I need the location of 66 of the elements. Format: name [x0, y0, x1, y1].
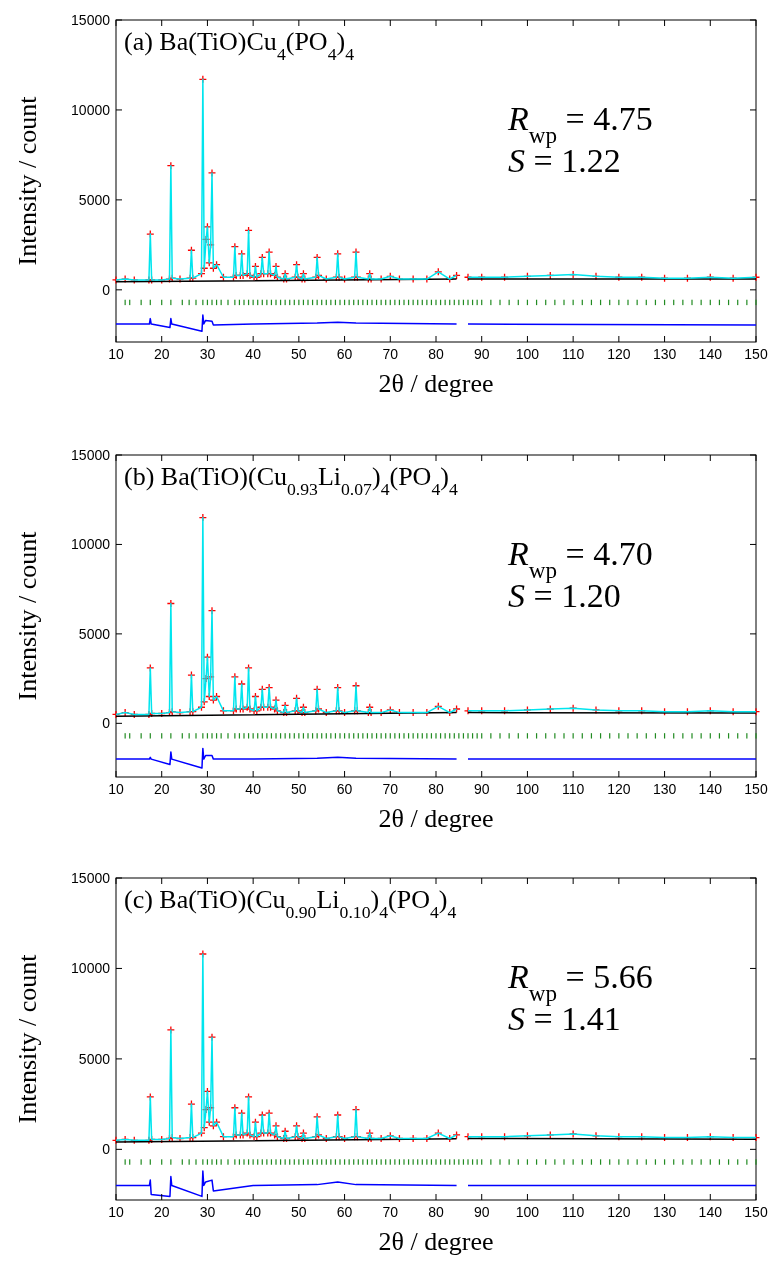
- y-tick-label: 10000: [71, 960, 111, 977]
- x-tick-label: 30: [199, 346, 216, 362]
- x-tick-label: 10: [108, 346, 124, 362]
- chart-title: (a) Ba(TiO)Cu$_{4}$(PO$_{4}$)$_{4}$: [124, 27, 355, 64]
- x-tick-label: 100: [515, 346, 540, 362]
- x-tick-label: 80: [428, 1204, 444, 1220]
- y-tick-label: 5000: [78, 1050, 111, 1067]
- x-tick-label: 120: [607, 1204, 631, 1220]
- x-tick-label: 110: [561, 346, 585, 362]
- y-tick-label: 15000: [71, 447, 111, 463]
- x-axis-title: 2θ / degree: [378, 1227, 494, 1256]
- x-tick-label: 140: [698, 346, 723, 362]
- x-tick-label: 100: [515, 781, 540, 797]
- x-tick-label: 150: [744, 781, 768, 797]
- x-tick-label: 130: [652, 346, 677, 362]
- x-tick-label: 60: [336, 1204, 353, 1220]
- y-axis-title: Intensity / count: [13, 95, 42, 266]
- x-tick-label: 60: [336, 781, 353, 797]
- x-tick-label: 10: [108, 781, 124, 797]
- x-tick-label: 10: [108, 1204, 124, 1220]
- x-tick-label: 20: [153, 1204, 170, 1220]
- x-tick-label: 30: [199, 781, 216, 797]
- x-tick-label: 150: [744, 1204, 768, 1220]
- x-tick-label: 130: [652, 781, 677, 797]
- y-tick-label: 10000: [71, 101, 111, 118]
- x-tick-label: 130: [652, 1204, 677, 1220]
- x-tick-label: 150: [744, 346, 768, 362]
- x-tick-label: 70: [382, 1204, 399, 1220]
- y-tick-label: 0: [102, 1141, 111, 1158]
- x-tick-label: 30: [199, 1204, 216, 1220]
- x-tick-label: 70: [382, 781, 399, 797]
- x-tick-label: 20: [153, 781, 170, 797]
- x-tick-label: 140: [698, 781, 723, 797]
- x-tick-label: 50: [291, 781, 307, 797]
- x-tick-label: 120: [607, 346, 631, 362]
- x-axis-title: 2θ / degree: [378, 369, 494, 398]
- y-tick-label: 0: [102, 281, 111, 298]
- y-tick-label: 0: [102, 715, 111, 732]
- chart-title: (c) Ba(TiO)(Cu$_{0.90}$Li$_{0.10}$)$_{4}$(PO$_{4}$)$_{4}$: [124, 885, 457, 922]
- x-tick-label: 80: [428, 781, 444, 797]
- x-tick-label: 60: [336, 346, 353, 362]
- x-tick-label: 40: [245, 1204, 262, 1220]
- y-axis-title: Intensity / count: [13, 530, 42, 701]
- x-tick-label: 40: [245, 346, 262, 362]
- x-tick-label: 90: [473, 346, 490, 362]
- x-tick-label: 90: [473, 1204, 490, 1220]
- x-tick-label: 120: [607, 781, 631, 797]
- x-tick-label: 40: [245, 781, 262, 797]
- chart-title: (b) Ba(TiO)(Cu$_{0.93}$Li$_{0.07}$)$_{4}$(PO$_{4}$)$_{4}$: [124, 462, 458, 499]
- y-tick-label: 15000: [71, 870, 111, 886]
- x-tick-label: 20: [153, 346, 170, 362]
- y-tick-label: 10000: [71, 536, 111, 553]
- x-tick-label: 110: [561, 781, 585, 797]
- x-tick-label: 110: [561, 1204, 585, 1220]
- y-axis-title: Intensity / count: [13, 953, 42, 1124]
- x-axis-title: 2θ / degree: [378, 804, 494, 833]
- x-tick-label: 80: [428, 346, 444, 362]
- y-tick-label: 15000: [71, 12, 111, 28]
- y-tick-label: 5000: [78, 625, 111, 642]
- x-tick-label: 50: [291, 346, 307, 362]
- x-tick-label: 90: [473, 781, 490, 797]
- x-tick-label: 100: [515, 1204, 540, 1220]
- y-tick-label: 5000: [78, 191, 111, 208]
- x-tick-label: 50: [291, 1204, 307, 1220]
- x-tick-label: 140: [698, 1204, 723, 1220]
- x-tick-label: 70: [382, 346, 399, 362]
